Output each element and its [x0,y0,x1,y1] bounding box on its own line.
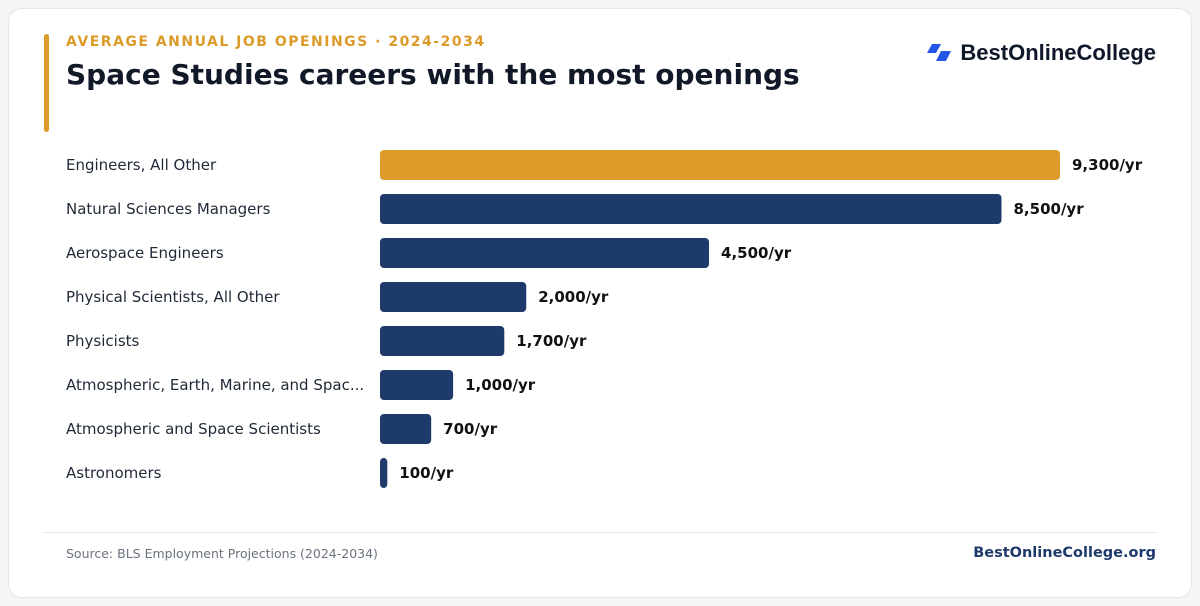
category-label: Physicists [66,332,140,350]
double-parallelogram-logo-icon [927,44,952,61]
value-label: 1,000/yr [465,376,536,394]
brand-logo[interactable]: BestOnlineCollege [926,40,1156,66]
category-label: Natural Sciences Managers [66,200,271,218]
chart-eyebrow: AVERAGE ANNUAL JOB OPENINGS · 2024-2034 [66,34,486,50]
category-label: Physical Scientists, All Other [66,288,280,306]
bar [380,414,432,444]
value-label: 100/yr [399,464,454,482]
chart-title: Space Studies careers with the most open… [66,58,800,91]
bar [380,238,710,268]
brand-name: BestOnlineCollege [960,40,1156,65]
value-label: 4,500/yr [721,244,792,262]
chart-card [8,8,1192,598]
value-label: 1,700/yr [516,332,587,350]
footer-site-link[interactable]: BestOnlineCollege.org [973,545,1156,561]
category-label: Engineers, All Other [66,156,217,174]
bar [380,370,454,400]
value-label: 8,500/yr [1014,200,1085,218]
value-label: 700/yr [443,420,498,438]
accent-bar [44,34,49,132]
category-label: Atmospheric, Earth, Marine, and Spac... [66,376,364,394]
category-label: Astronomers [66,464,162,482]
value-label: 2,000/yr [538,288,609,306]
bar [380,282,527,312]
bar [380,194,1002,224]
bar [380,150,1060,180]
category-label: Aerospace Engineers [66,244,224,262]
bar [380,326,505,356]
source-note: Source: BLS Employment Projections (2024… [66,546,378,561]
bar [380,458,388,488]
footer-divider [44,532,1156,533]
category-label: Atmospheric and Space Scientists [66,420,321,438]
value-label: 9,300/yr [1072,156,1143,174]
